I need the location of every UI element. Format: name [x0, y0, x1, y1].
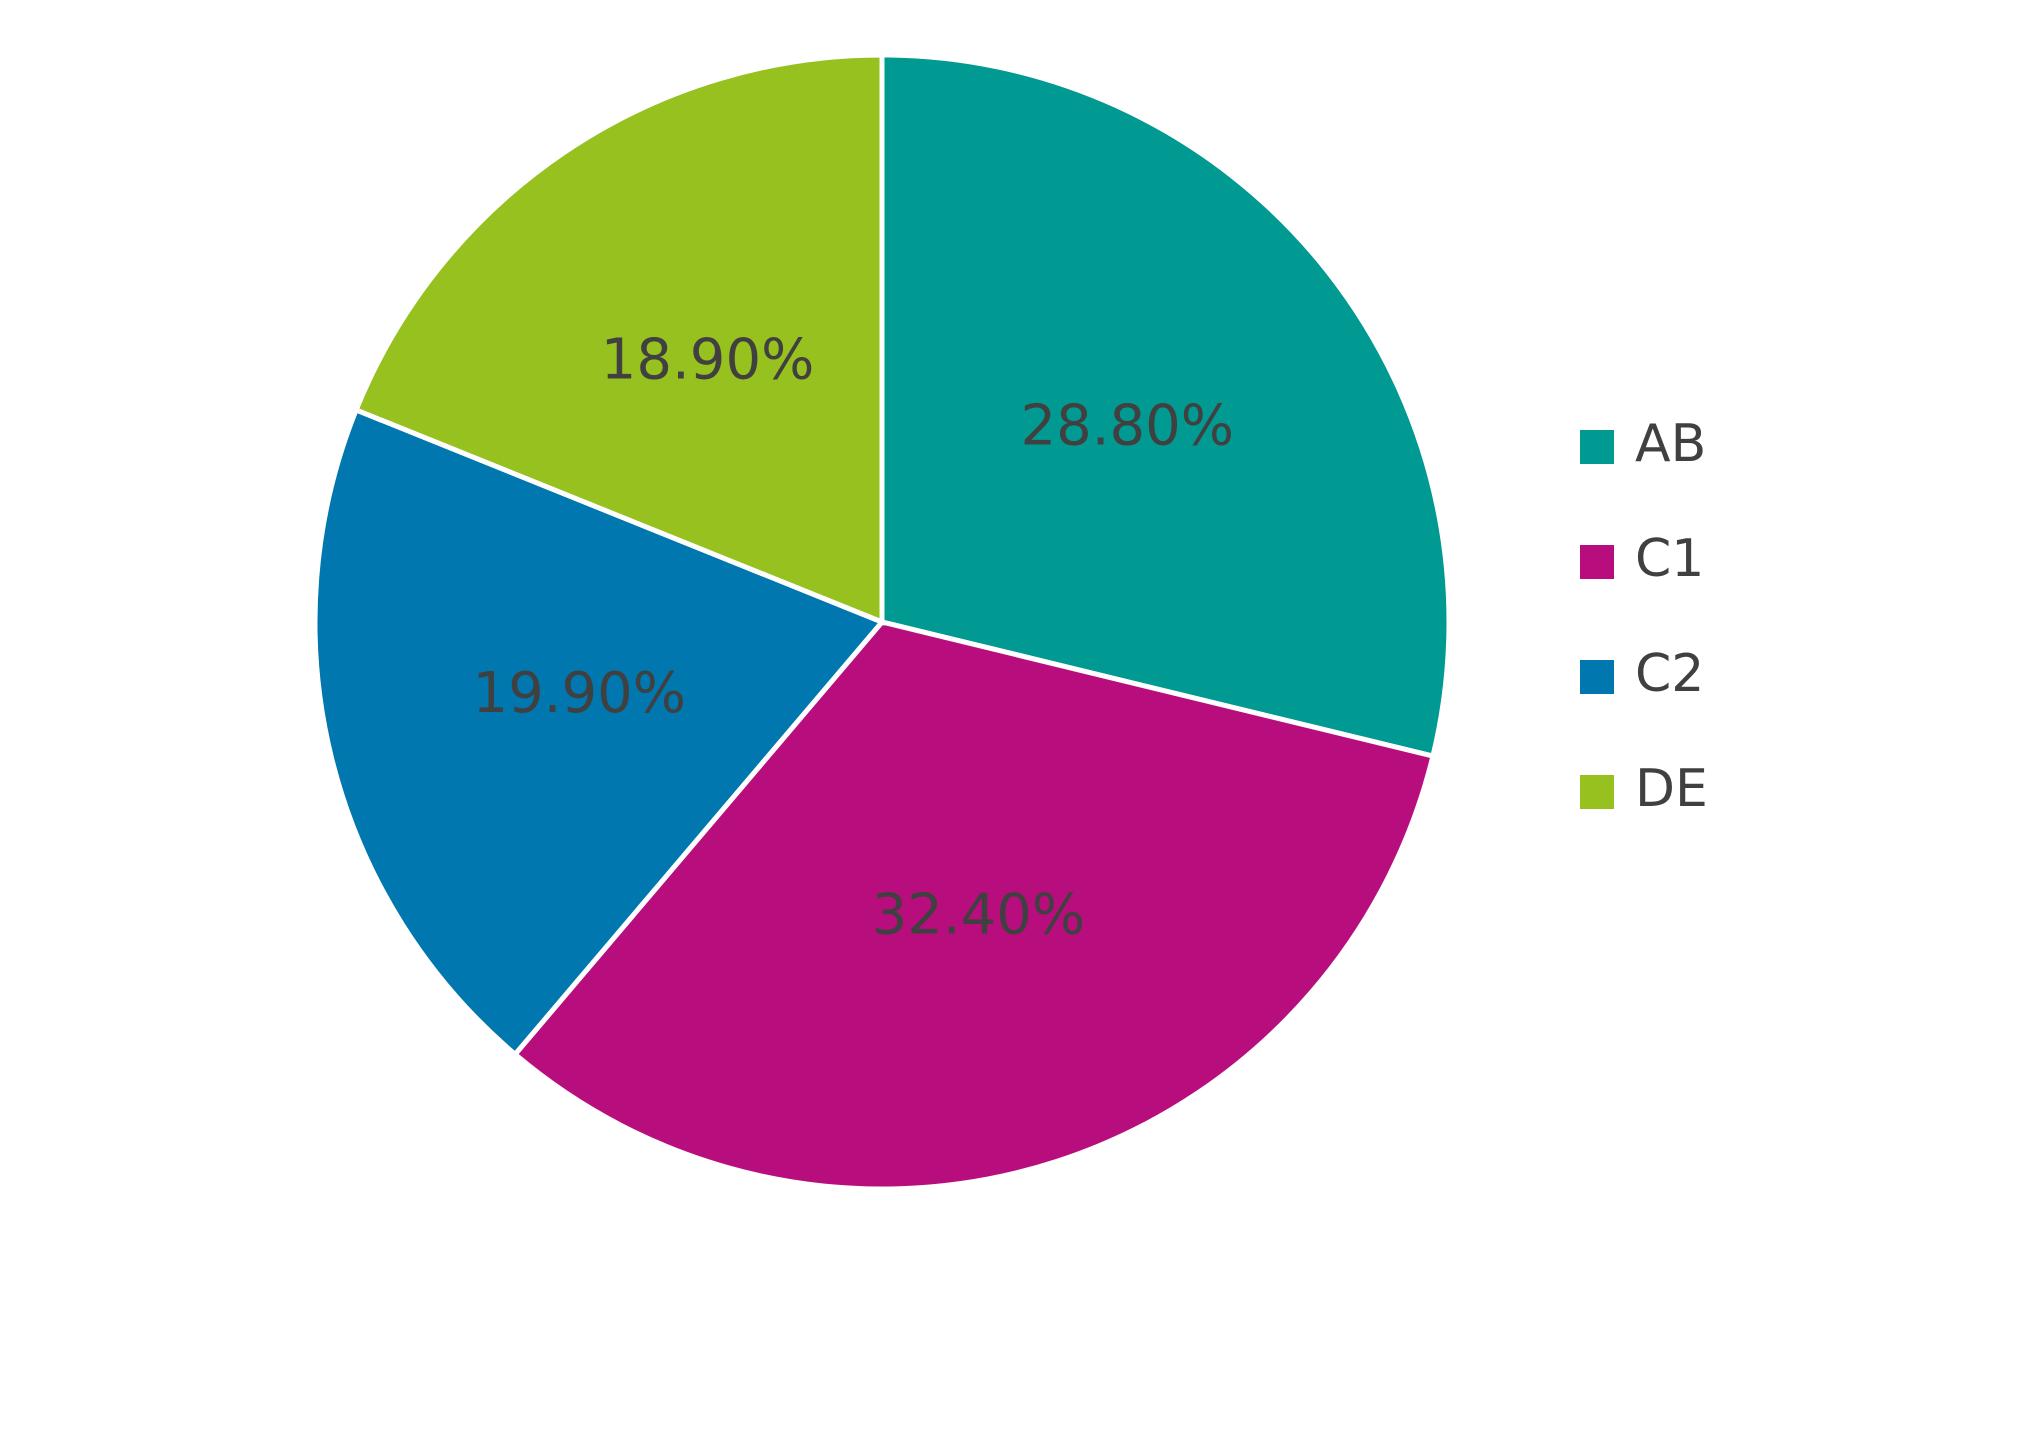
legend-swatch	[1580, 775, 1614, 809]
legend-label: C2	[1635, 644, 1704, 704]
data-label: 28.80%	[1020, 393, 1234, 458]
legend-label: C1	[1635, 529, 1704, 589]
pie-slice	[312, 406, 887, 1058]
pie-slice	[511, 619, 1436, 1192]
pie-slice	[879, 52, 1452, 760]
legend-swatch	[1580, 660, 1614, 694]
legend-label: AB	[1635, 414, 1706, 474]
data-label: 18.90%	[601, 328, 815, 393]
data-label: 19.90%	[472, 661, 686, 726]
data-label: 32.40%	[872, 883, 1086, 948]
pie-slice	[352, 52, 885, 626]
legend-swatch	[1580, 545, 1614, 579]
legend-swatch	[1580, 430, 1614, 464]
legend-label: DE	[1635, 759, 1708, 819]
